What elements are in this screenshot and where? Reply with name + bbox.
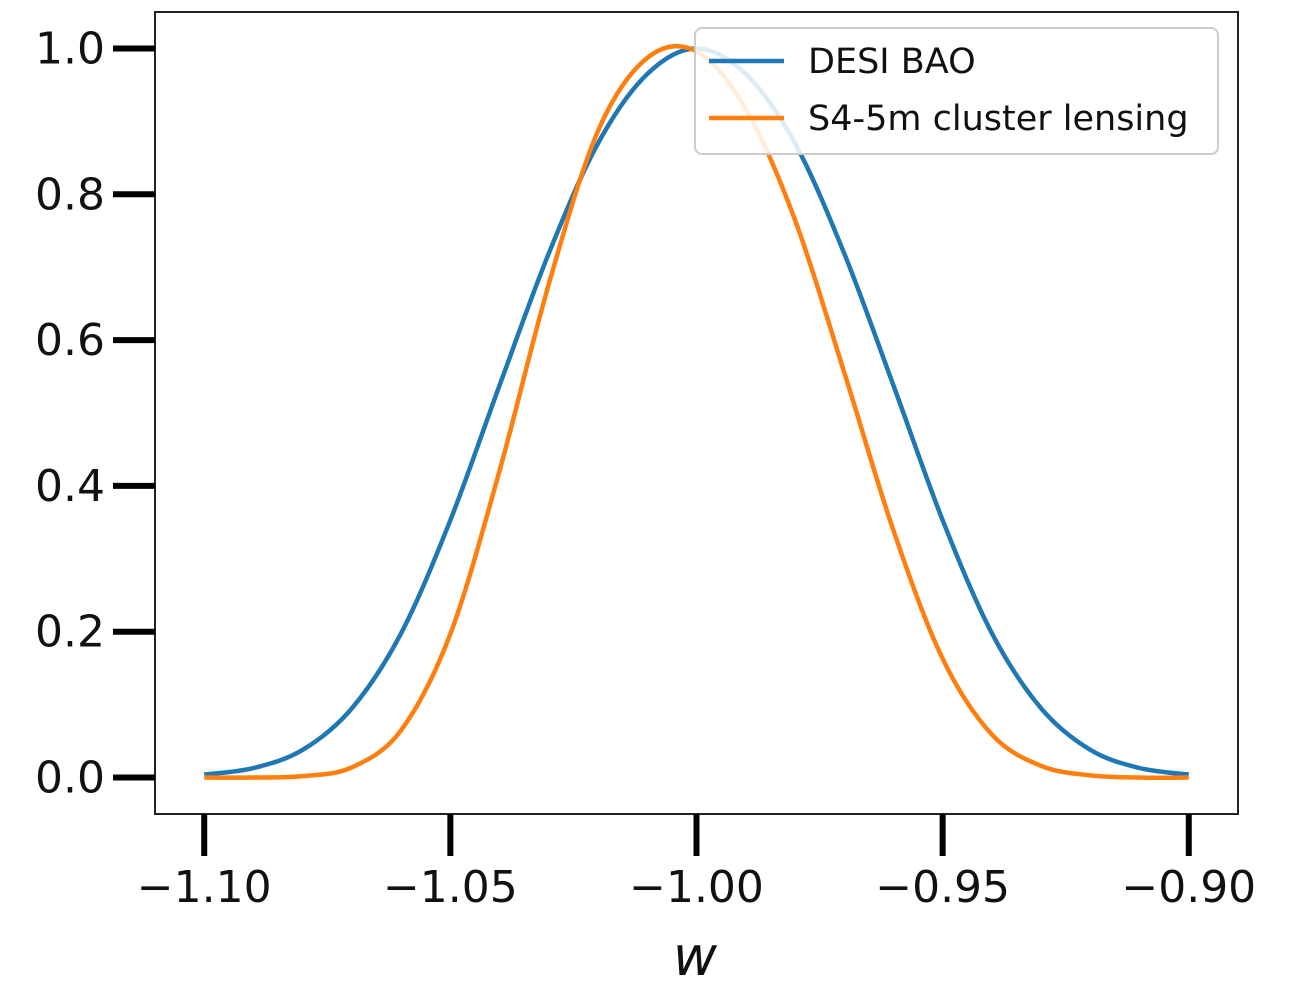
- legend: DESI BAO S4-5m cluster lensing: [694, 27, 1219, 155]
- y-tick-label: 0.2: [35, 607, 105, 658]
- x-tick-label: −1.10: [137, 862, 272, 913]
- x-tick-label: −0.95: [875, 862, 1010, 913]
- x-axis-title: w: [673, 925, 718, 982]
- x-tick-label: −0.90: [1121, 862, 1256, 913]
- y-tick-label: 1.0: [35, 23, 105, 74]
- legend-box: [694, 27, 1219, 155]
- y-tick-label: 0.4: [35, 461, 105, 512]
- legend-label: DESI BAO: [808, 42, 976, 82]
- legend-label: S4-5m cluster lensing: [808, 99, 1189, 139]
- y-tick-label: 0.6: [35, 315, 105, 366]
- y-tick-label: 0.8: [35, 169, 105, 220]
- y-tick-label: 0.0: [35, 753, 105, 804]
- x-axis: −1.10 −1.05 −1.00 −0.95 −0.90: [137, 814, 1256, 913]
- x-tick-label: −1.05: [383, 862, 518, 913]
- x-tick-label: −1.00: [629, 862, 764, 913]
- y-axis: 0.0 0.2 0.4 0.6 0.8 1.0: [35, 23, 155, 804]
